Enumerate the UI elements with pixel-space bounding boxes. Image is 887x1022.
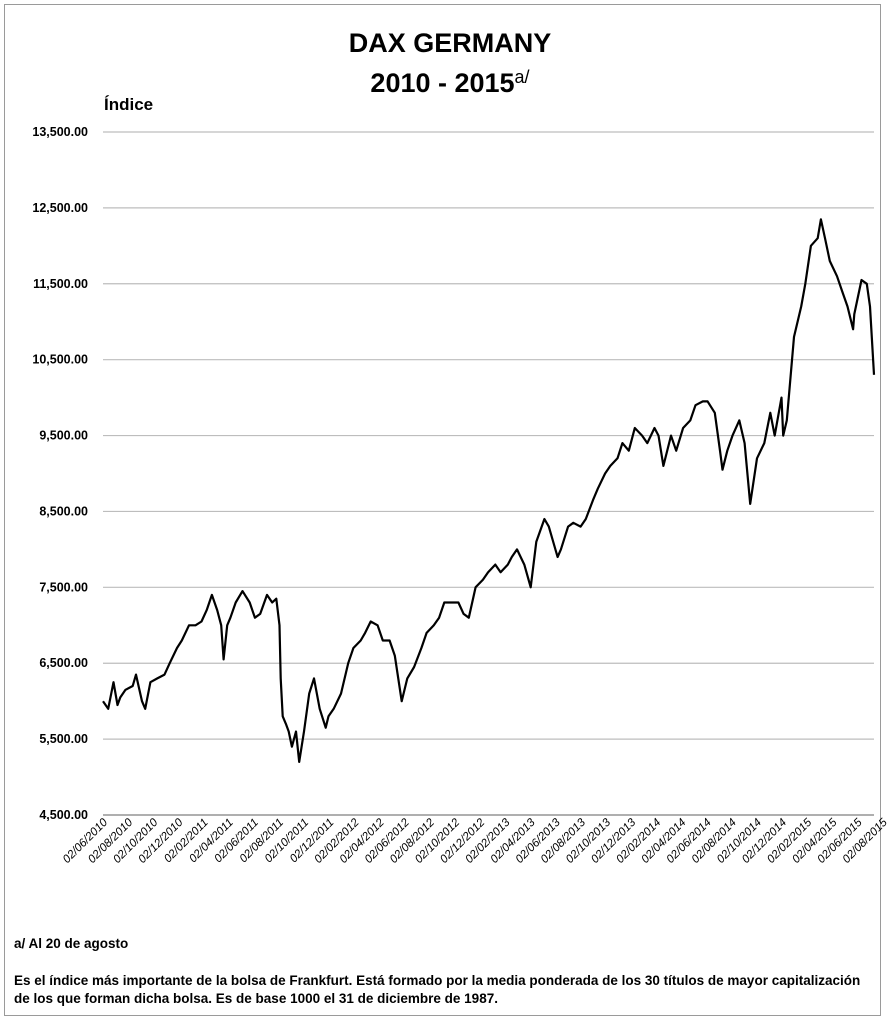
y-tick-label: 12,500.00 [32, 201, 88, 215]
y-tick-label: 4,500.00 [39, 808, 88, 822]
chart-subtitle-footnote-mark: a/ [515, 67, 530, 87]
y-tick-label: 11,500.00 [33, 277, 88, 291]
chart-title: DAX GERMANY [349, 28, 552, 58]
y-tick-label: 10,500.00 [32, 353, 88, 367]
y-tick-label: 7,500.00 [39, 580, 88, 594]
chart-frame [4, 4, 881, 1016]
description-note: Es el índice más importante de la bolsa … [14, 973, 861, 1006]
y-axis-label: Índice [104, 95, 153, 114]
y-tick-label: 6,500.00 [39, 656, 88, 670]
y-tick-label: 5,500.00 [39, 732, 88, 746]
y-tick-label: 9,500.00 [39, 429, 88, 443]
y-tick-labels: 4,500.00 5,500.00 6,500.00 7,500.00 8,500.00… [32, 125, 88, 822]
series-group [102, 218, 876, 764]
chart-title-group: DAX GERMANY 2010 - 2015a/ [349, 28, 552, 98]
chart-subtitle-years: 2010 - 2015 [370, 68, 514, 98]
chart-subtitle: 2010 - 2015a/ [370, 67, 529, 98]
series-line [102, 218, 876, 764]
chart: DAX GERMANY 2010 - 2015a/ Índice 4,500.0… [32, 28, 887, 866]
x-tick-labels: 02/06/201002/08/201002/10/201002/12/2010… [61, 816, 887, 866]
footnote: a/ Al 20 de agosto [14, 936, 129, 951]
y-tick-label: 13,500.00 [32, 125, 88, 139]
y-tick-label: 8,500.00 [39, 504, 88, 518]
gridlines [103, 131, 874, 816]
